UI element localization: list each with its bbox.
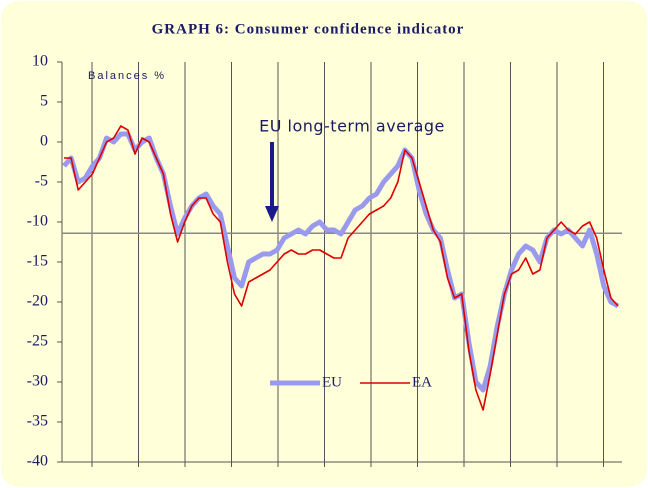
chart-title: GRAPH 6: Consumer confidence indicator	[152, 21, 465, 37]
y-tick-label: -25	[27, 333, 48, 350]
y-tick-label: -30	[27, 373, 48, 390]
y-tick-label: -35	[27, 413, 48, 430]
plot	[57, 61, 622, 467]
annotation: EU long-term average	[259, 117, 445, 136]
y-tick-label: 0	[40, 133, 48, 150]
legend-label: EU	[322, 374, 342, 390]
legend-label: EA	[412, 374, 432, 390]
series-line	[64, 125, 619, 411]
y-tick-label: 10	[32, 53, 48, 70]
y-tick-label: -15	[27, 253, 48, 270]
arrow-head	[265, 206, 279, 222]
y-axis-label: Balances %	[88, 70, 166, 82]
y-tick-label: -10	[27, 213, 48, 230]
y-tick-label: -40	[27, 453, 48, 470]
y-tick-label: -5	[35, 173, 48, 190]
y-tick-label: -20	[27, 293, 48, 310]
y-tick-label: 5	[40, 93, 48, 110]
